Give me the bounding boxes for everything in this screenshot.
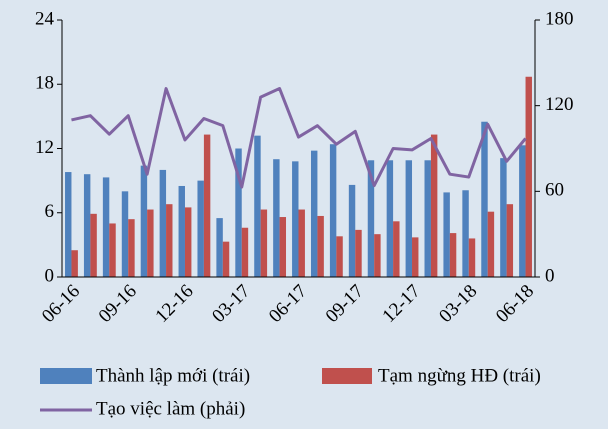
bar [443,192,450,277]
bar [292,161,299,277]
legend-swatch [40,368,92,384]
bar [525,76,532,277]
bar [254,135,261,277]
line [71,87,527,189]
y-tick-label: 6 [45,201,55,222]
bar [65,172,72,277]
bar [102,177,110,277]
x-tick-label: 03-17 [208,281,254,327]
bar [216,218,223,277]
bar [412,237,419,277]
x-tick-label: 06-17 [265,281,311,327]
y-tick-label: 18 [35,73,54,94]
bar [109,223,116,277]
x-tick-label: 03-18 [435,281,481,327]
bar [178,185,185,277]
bar [430,134,438,277]
bar [405,160,413,277]
bar [310,150,318,277]
bar [506,204,514,277]
x-tick-label: 06-18 [492,281,538,327]
bar [260,209,268,277]
bar [222,241,230,277]
bar [197,180,204,277]
bar [184,207,192,277]
x-tick-label: 09-16 [95,281,141,327]
y2-tick-label: 180 [545,8,574,29]
bar [166,204,173,277]
bar [386,160,394,277]
bar [298,209,305,277]
bar [241,227,249,277]
bar [367,160,375,277]
bar [329,144,337,277]
x-tick-label: 06-16 [38,281,84,327]
y2-tick-label: 60 [545,180,564,201]
bar [273,159,280,277]
bar [336,236,343,277]
bar [159,169,167,277]
bar [424,160,431,277]
bar [128,219,135,277]
bar [519,145,526,277]
bar [374,234,381,277]
legend-swatch [322,368,372,384]
bar [348,184,356,277]
bar [393,221,400,277]
y-tick-label: 24 [35,8,55,29]
bar [147,209,154,277]
bar [71,250,78,277]
y2-tick-label: 0 [545,265,555,286]
y-tick-label: 0 [45,265,55,286]
bar [462,190,469,277]
bar [279,217,287,277]
bar [481,121,488,278]
bar [355,229,362,277]
bar [235,148,242,277]
bar [449,233,457,277]
bar [487,211,495,277]
x-tick-label: 12-16 [151,281,197,327]
y-tick-label: 12 [35,137,54,158]
legend-label: Thành lập mới (trái) [96,365,250,386]
bar [317,215,324,277]
legend-label: Tạm ngừng HĐ (trái) [378,365,541,386]
x-tick-label: 09-17 [322,281,368,327]
bar [203,134,211,277]
legend-label: Tạo việc làm (phải) [96,398,245,419]
y2-tick-label: 120 [545,94,574,115]
bar [83,174,91,277]
x-tick-label: 12-17 [378,281,424,327]
bar [468,238,476,277]
bar [90,213,97,277]
bar [500,158,507,277]
bar [140,165,148,277]
bar [121,191,129,277]
